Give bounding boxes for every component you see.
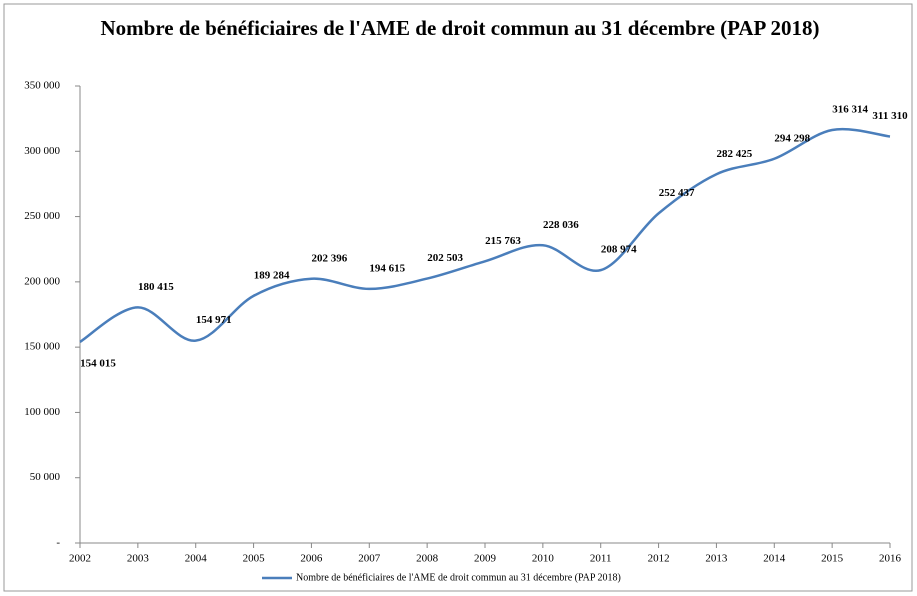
data-label: 215 763 xyxy=(485,235,521,247)
x-tick-label: 2004 xyxy=(185,553,208,565)
y-tick-label: 300 000 xyxy=(24,145,60,157)
frame xyxy=(3,3,913,592)
y-tick-label: 50 000 xyxy=(30,471,61,483)
x-tick-label: 2013 xyxy=(705,553,728,565)
x-tick-label: 2003 xyxy=(127,553,150,565)
y-tick-label: 350 000 xyxy=(24,80,60,92)
data-label: 252 437 xyxy=(659,187,695,199)
data-label: 208 974 xyxy=(601,244,637,256)
data-label: 311 310 xyxy=(872,110,908,122)
x-tick-label: 2005 xyxy=(243,553,266,565)
data-label: 154 015 xyxy=(80,357,116,369)
x-tick-label: 2008 xyxy=(416,553,439,565)
data-label: 154 971 xyxy=(196,314,232,326)
data-label: 316 314 xyxy=(832,104,868,116)
data-label: 180 415 xyxy=(138,281,174,293)
data-label: 202 503 xyxy=(427,252,463,264)
x-tick-label: 2011 xyxy=(590,553,612,565)
y-tick-label: 250 000 xyxy=(24,210,60,222)
y-tick-label: 100 000 xyxy=(24,406,60,418)
x-tick-label: 2016 xyxy=(879,553,902,565)
x-tick-label: 2002 xyxy=(69,553,91,565)
x-tick-label: 2010 xyxy=(532,553,555,565)
x-tick-label: 2007 xyxy=(358,553,381,565)
data-label: 189 284 xyxy=(254,269,290,281)
x-tick-label: 2009 xyxy=(474,553,497,565)
chart-title: Nombre de bénéficiaires de l'AME de droi… xyxy=(100,16,820,40)
data-label: 194 615 xyxy=(369,262,405,274)
x-tick-label: 2015 xyxy=(821,553,844,565)
x-tick-label: 2014 xyxy=(763,553,786,565)
data-label: 202 396 xyxy=(312,252,348,264)
data-label: 228 036 xyxy=(543,219,579,231)
y-tick-label: 200 000 xyxy=(24,275,60,287)
x-tick-label: 2006 xyxy=(300,553,323,565)
x-tick-label: 2012 xyxy=(648,553,670,565)
y-tick-label: - xyxy=(56,537,60,549)
data-label: 282 425 xyxy=(717,148,753,160)
data-label: 294 298 xyxy=(774,132,810,144)
y-tick-label: 150 000 xyxy=(24,341,60,353)
legend-label: Nombre de bénéficiaires de l'AME de droi… xyxy=(296,572,621,583)
line xyxy=(79,127,891,343)
